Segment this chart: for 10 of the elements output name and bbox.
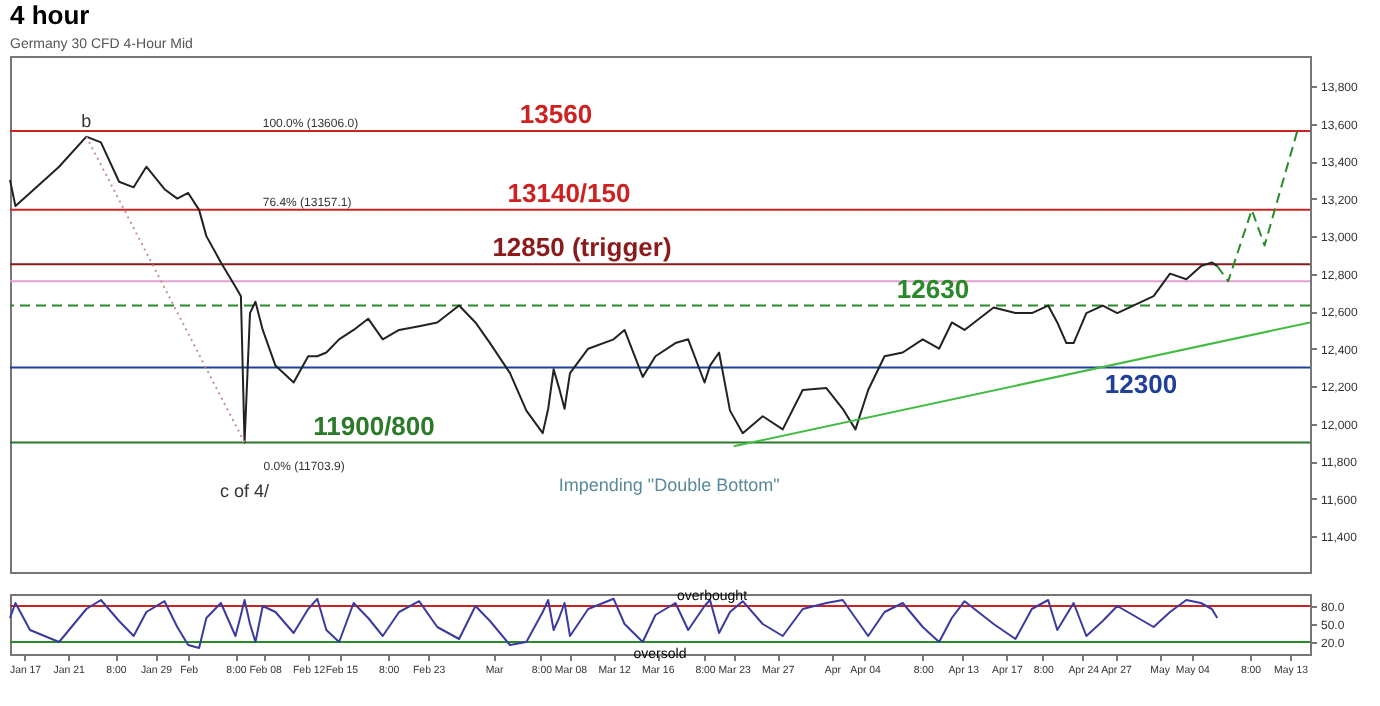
ref-line-label: 11900/800 (313, 410, 435, 441)
ref-line-label: 12630 (896, 273, 970, 304)
annotation: Impending "Double Bottom" (558, 475, 780, 496)
ref-line-label: 12300 (1104, 369, 1178, 400)
annotation: c of 4/ (220, 480, 271, 501)
chart-title: 4 hour (10, 0, 90, 30)
annotation: b (81, 110, 92, 131)
ref-line-label: 13140/150 (507, 177, 631, 208)
ref-line-label: 12850 (trigger) (492, 232, 672, 263)
ref-line-label: 13560 (519, 99, 593, 130)
